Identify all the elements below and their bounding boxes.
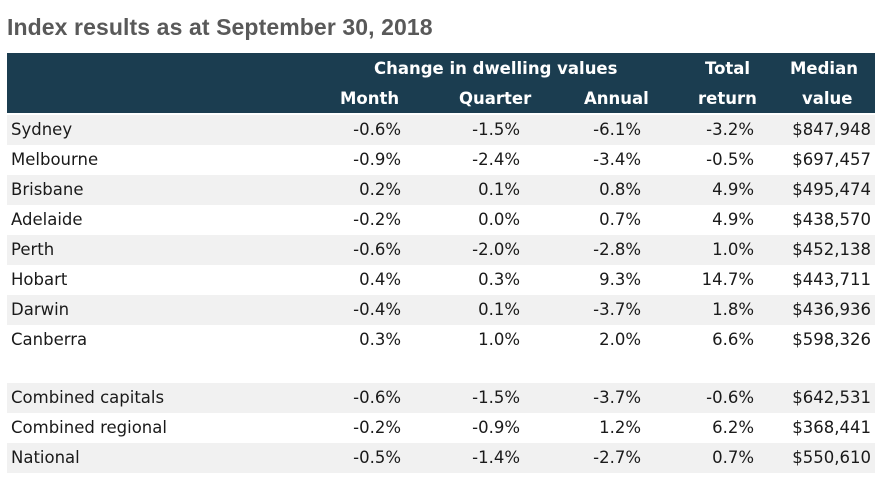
cell-month: 0.3% — [359, 330, 401, 349]
cell-month: -0.6% — [353, 120, 401, 139]
cell-quarter: -1.5% — [472, 120, 520, 139]
cell-annual: -3.7% — [593, 300, 641, 319]
cell-month: -0.9% — [353, 150, 401, 169]
cell-annual: 9.3% — [599, 270, 641, 289]
header-total-return-line2: return — [698, 89, 757, 108]
summary-row: National -0.5% -1.4% -2.7% 0.7% $550,610 — [7, 443, 875, 473]
cell-total: 0.7% — [712, 448, 754, 467]
cell-total: 4.9% — [712, 210, 754, 229]
index-results-table: Change in dwelling values Month Quarter … — [7, 53, 875, 473]
cell-month: -0.2% — [353, 210, 401, 229]
cell-quarter: -2.0% — [472, 240, 520, 259]
cell-total: 1.8% — [712, 300, 754, 319]
cell-median: $368,441 — [792, 418, 871, 437]
header-annual: Annual — [584, 89, 649, 108]
table-header: Change in dwelling values Month Quarter … — [7, 53, 875, 113]
cell-median: $438,570 — [792, 210, 871, 229]
cell-annual: 0.7% — [599, 210, 641, 229]
cell-total: -3.2% — [706, 120, 754, 139]
cell-quarter: 0.1% — [478, 300, 520, 319]
cell-quarter: 0.1% — [478, 180, 520, 199]
cell-name: National — [11, 448, 80, 467]
table-row: Sydney -0.6% -1.5% -6.1% -3.2% $847,948 — [7, 115, 875, 145]
cell-quarter: -0.9% — [472, 418, 520, 437]
cell-median: $550,610 — [792, 448, 871, 467]
cell-median: $495,474 — [792, 180, 871, 199]
cell-name: Sydney — [11, 120, 73, 139]
cell-month: -0.2% — [353, 418, 401, 437]
cell-month: 0.2% — [359, 180, 401, 199]
cell-name: Hobart — [11, 270, 68, 289]
cell-name: Combined regional — [11, 418, 167, 437]
cell-annual: 2.0% — [599, 330, 641, 349]
header-group-change-in-dwelling-values: Change in dwelling values — [374, 59, 618, 78]
cell-month: -0.4% — [353, 300, 401, 319]
table-row: Perth -0.6% -2.0% -2.8% 1.0% $452,138 — [7, 235, 875, 265]
cell-median: $443,711 — [792, 270, 871, 289]
cell-median: $697,457 — [792, 150, 871, 169]
cell-name: Perth — [11, 240, 55, 259]
table-row: Melbourne -0.9% -2.4% -3.4% -0.5% $697,457 — [7, 145, 875, 175]
cell-annual: -2.7% — [593, 448, 641, 467]
cell-quarter: -1.4% — [472, 448, 520, 467]
cell-median: $847,948 — [792, 120, 871, 139]
cell-total: 14.7% — [701, 270, 754, 289]
cell-name: Canberra — [11, 330, 88, 349]
page-title: Index results as at September 30, 2018 — [7, 14, 433, 40]
table-row: Hobart 0.4% 0.3% 9.3% 14.7% $443,711 — [7, 265, 875, 295]
cell-total: 6.2% — [712, 418, 754, 437]
cell-quarter: 0.3% — [478, 270, 520, 289]
summary-row: Combined regional -0.2% -0.9% 1.2% 6.2% $368,… — [7, 413, 875, 443]
cell-name: Combined capitals — [11, 388, 165, 407]
cell-quarter: 1.0% — [478, 330, 520, 349]
table-spacer — [7, 355, 875, 383]
cell-total: 4.9% — [712, 180, 754, 199]
cell-quarter: -2.4% — [472, 150, 520, 169]
cell-month: -0.6% — [353, 240, 401, 259]
table-row: Darwin -0.4% 0.1% -3.7% 1.8% $436,936 — [7, 295, 875, 325]
cell-annual: -3.4% — [593, 150, 641, 169]
cell-quarter: 0.0% — [478, 210, 520, 229]
cell-quarter: -1.5% — [472, 388, 520, 407]
table-row: Adelaide -0.2% 0.0% 0.7% 4.9% $438,570 — [7, 205, 875, 235]
header-month: Month — [340, 89, 400, 108]
cell-name: Melbourne — [11, 150, 99, 169]
summary-row: Combined capitals -0.6% -1.5% -3.7% -0.6% $64… — [7, 383, 875, 413]
cell-median: $452,138 — [792, 240, 871, 259]
cell-total: -0.5% — [706, 150, 754, 169]
cell-month: -0.6% — [353, 388, 401, 407]
table-row: Brisbane 0.2% 0.1% 0.8% 4.9% $495,474 — [7, 175, 875, 205]
cell-median: $642,531 — [792, 388, 871, 407]
cell-total: -0.6% — [706, 388, 754, 407]
cell-annual: 1.2% — [599, 418, 641, 437]
table-row: Canberra 0.3% 1.0% 2.0% 6.6% $598,326 — [7, 325, 875, 355]
cell-annual: 0.8% — [599, 180, 641, 199]
cell-annual: -3.7% — [593, 388, 641, 407]
header-total-return-line1: Total — [705, 59, 751, 78]
cell-annual: -6.1% — [593, 120, 641, 139]
cell-annual: -2.8% — [593, 240, 641, 259]
cell-name: Adelaide — [11, 210, 83, 229]
cell-name: Brisbane — [11, 180, 84, 199]
cell-month: 0.4% — [359, 270, 401, 289]
cell-total: 1.0% — [712, 240, 754, 259]
header-median-value-line2: value — [802, 89, 853, 108]
cell-median: $598,326 — [792, 330, 871, 349]
cell-median: $436,936 — [792, 300, 871, 319]
cell-name: Darwin — [11, 300, 70, 319]
cell-month: -0.5% — [353, 448, 401, 467]
cell-total: 6.6% — [712, 330, 754, 349]
header-median-value-line1: Median — [790, 59, 858, 78]
header-quarter: Quarter — [459, 89, 532, 108]
